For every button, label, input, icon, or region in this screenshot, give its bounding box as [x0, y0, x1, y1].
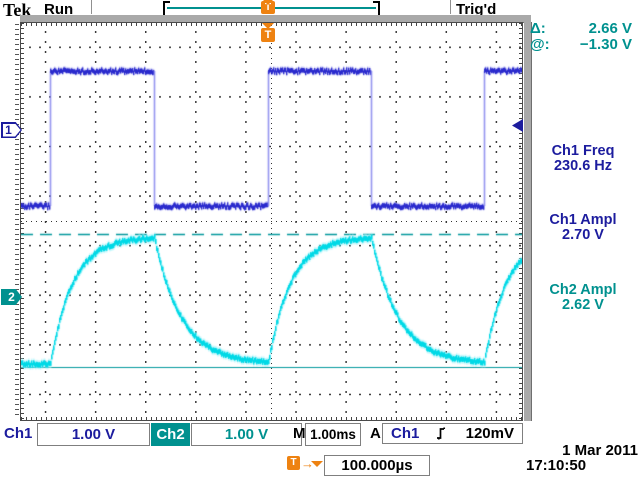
- acquisition-status: Run: [44, 1, 74, 18]
- ch2-ground-marker: 2: [1, 289, 22, 305]
- delay-readout: 100.000µs: [324, 455, 430, 476]
- delay-trigger-icon: T: [287, 456, 300, 470]
- graticule-outer-ticks: [15, 24, 19, 419]
- measurement-ch1-ampl: Ch1 Ampl 2.70 V: [549, 212, 617, 243]
- graticule: [20, 22, 523, 421]
- cursor-at-readout: @: −1.30 V: [530, 36, 632, 53]
- trigger-readout: Ch1 120mV: [382, 423, 523, 444]
- rising-edge-icon: [437, 427, 446, 440]
- header-divider-2: [450, 0, 451, 14]
- bezel-right-bar: [524, 22, 532, 421]
- cursor-delta-label: Δ:: [530, 20, 546, 37]
- time-readout: 17:10:50: [526, 457, 587, 474]
- timebase-readout: 1.00ms: [305, 423, 361, 446]
- cursor-delta-readout: Δ: 2.66 V: [530, 20, 632, 37]
- trigger-level-value: 120mV: [465, 425, 514, 442]
- delay-arrow-icon: →: [301, 456, 314, 471]
- trigger-position-arrow-icon: [262, 23, 274, 29]
- ch2-scale-readout: 1.00 V: [191, 423, 302, 446]
- trigger-source: Ch1: [391, 425, 420, 442]
- ch2-label: Ch2: [151, 423, 190, 446]
- cursor-at-label: @:: [530, 36, 550, 53]
- ch1-ground-marker: 1: [1, 122, 22, 138]
- measurement-ch1-freq: Ch1 Freq 230.6 Hz: [551, 143, 615, 174]
- cursor-at-value: −1.30 V: [579, 36, 632, 53]
- header-divider: [91, 0, 92, 14]
- trigger-status: Trig'd: [456, 1, 497, 18]
- trigger-mode-label: A: [370, 425, 381, 442]
- trigger-level-arrow-icon: [512, 119, 523, 132]
- ch1-scale-readout: 1.00 V: [37, 423, 150, 446]
- ch1-label: Ch1: [4, 425, 33, 442]
- waveform-canvas: [21, 23, 522, 420]
- measurement-ch2-ampl: Ch2 Ampl 2.62 V: [549, 282, 617, 313]
- timebase-label: M: [293, 425, 306, 442]
- date-readout: 1 Mar 2011: [562, 442, 638, 459]
- cursor-delta-value: 2.66 V: [588, 20, 632, 37]
- trigger-position-icon: T: [261, 28, 275, 42]
- record-trigger-arrow-icon: [262, 0, 274, 5]
- delay-down-arrow-icon: [311, 461, 323, 467]
